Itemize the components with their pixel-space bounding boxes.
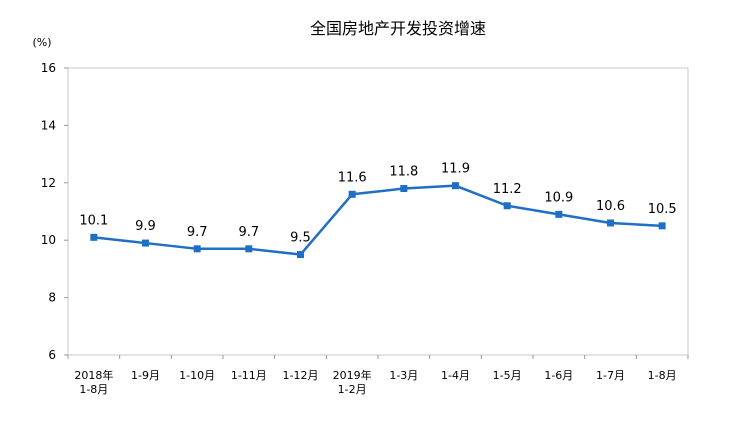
x-tick-label-line: 1-8月	[79, 383, 108, 396]
data-label: 11.9	[441, 162, 470, 177]
x-tick-label-line: 1-8月	[648, 369, 677, 382]
x-tick-label-line: 1-5月	[493, 369, 522, 382]
x-tick-label: 2018年 1-8月	[74, 368, 113, 396]
data-label: 9.5	[290, 231, 311, 246]
x-tick-label: 1-11月	[231, 369, 267, 382]
data-label: 10.9	[544, 190, 573, 205]
x-tick-label-line: 2018年	[74, 368, 113, 382]
data-label: 9.7	[238, 225, 259, 240]
y-tick-label: 10	[41, 233, 56, 247]
x-tick-label: 1-9月	[131, 369, 160, 382]
data-point-marker	[607, 219, 614, 227]
x-tick-label: 1-6月	[544, 369, 573, 382]
data-label: 9.7	[187, 225, 208, 240]
x-tick-label-line: 1-9月	[131, 369, 160, 382]
data-point-marker	[503, 202, 511, 210]
x-tick-label: 1-12月	[283, 369, 319, 382]
x-tick-label: 2019年 1-2月	[333, 368, 372, 396]
data-label: 11.6	[338, 170, 367, 185]
x-tick-label: 1-5月	[493, 369, 522, 382]
x-tick-label: 1-8月	[648, 369, 677, 382]
data-point-marker	[555, 210, 563, 218]
x-tick-label-line: 1-6月	[544, 369, 573, 382]
data-point-marker	[142, 239, 149, 247]
y-tick-label: 16	[41, 61, 56, 75]
data-label: 9.9	[135, 219, 156, 234]
series-line	[93, 184, 663, 256]
plot-area-frame	[67, 67, 689, 356]
data-point-marker	[297, 251, 304, 259]
data-label: 10.1	[79, 213, 108, 228]
x-tick-label-line: 1-3月	[389, 369, 418, 382]
data-point-marker	[348, 190, 356, 198]
x-tick-label: 1-10月	[179, 369, 215, 382]
y-axis: 6 8 10 12 14 16	[41, 61, 68, 362]
x-tick-label-line: 1-7月	[596, 369, 625, 382]
x-tick-label-line: 1-11月	[231, 369, 267, 382]
x-tick-label: 1-3月	[389, 369, 418, 382]
chart-title: 全国房地产开发投资增速	[310, 19, 486, 38]
x-tick-label-line: 1-12月	[283, 369, 319, 382]
data-point-marker	[193, 245, 201, 253]
x-tick-label: 1-4月	[441, 369, 470, 382]
x-tick-label-line: 1-4月	[441, 369, 470, 382]
data-label: 11.8	[389, 165, 418, 180]
data-labels-group: 10.1 9.9 9.7 9.7 9.5 11.6 11.8 11.9 11.2 10.9 10.6…	[79, 162, 676, 246]
y-tick-label: 8	[48, 291, 56, 305]
x-axis: 2018年 1-8月1-9月 1-10月 1-11月 1-12月 2019年 1-2月1-3…	[67, 355, 689, 396]
x-tick-label-line: 1-2月	[338, 383, 367, 396]
x-tick-label: 1-7月	[596, 369, 625, 382]
data-label: 11.2	[493, 182, 522, 197]
data-point-marker	[90, 233, 98, 241]
y-tick-label: 12	[41, 176, 56, 190]
data-point-marker	[245, 245, 253, 253]
y-tick-label: 6	[48, 348, 56, 362]
y-tick-label: 14	[41, 118, 56, 132]
data-point-marker	[658, 222, 666, 230]
data-point-marker	[452, 182, 459, 190]
data-label: 10.6	[596, 199, 625, 214]
y-axis-unit-label: (%)	[32, 36, 51, 49]
data-point-marker	[400, 185, 408, 193]
x-tick-label-line: 2019年	[333, 368, 372, 382]
series-group	[90, 182, 666, 259]
data-label: 10.5	[648, 202, 677, 217]
x-tick-label-line: 1-10月	[179, 369, 215, 382]
